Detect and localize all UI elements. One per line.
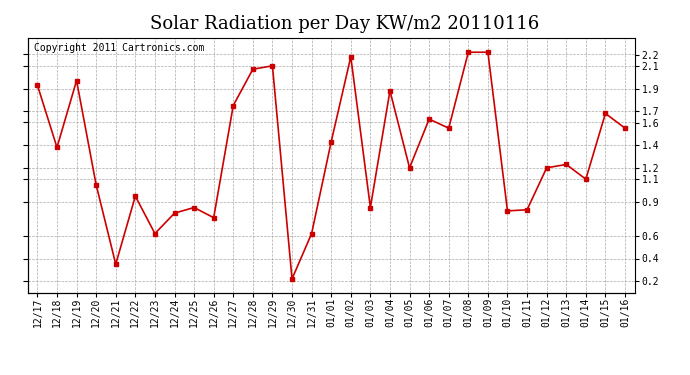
- Text: Copyright 2011 Cartronics.com: Copyright 2011 Cartronics.com: [34, 43, 204, 52]
- Text: Solar Radiation per Day KW/m2 20110116: Solar Radiation per Day KW/m2 20110116: [150, 15, 540, 33]
